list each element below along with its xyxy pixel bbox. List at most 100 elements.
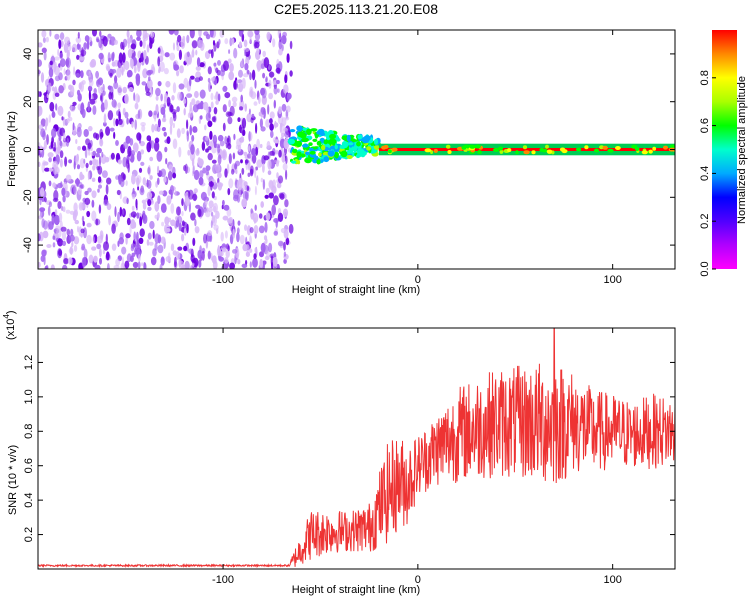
spectrogram-noise-cell: [98, 84, 101, 94]
spectrogram-cell: [322, 151, 329, 157]
spectrogram-noise-cell: [217, 93, 221, 102]
spectrogram-noise-cell: [269, 111, 275, 119]
spectrogram-noise-cell: [239, 234, 245, 245]
spectrogram-noise-cell: [141, 199, 147, 204]
spectrogram-noise-cell: [157, 118, 161, 128]
spectrogram-noise-cell: [122, 209, 125, 216]
spectrogram-noise-cell: [66, 58, 70, 66]
spectrogram-noise-cell: [59, 32, 65, 40]
spectrogram-noise-cell: [135, 244, 141, 251]
spectrogram-cell: [523, 150, 530, 155]
spectrogram-noise-cell: [227, 188, 231, 196]
spectrogram-noise-cell: [211, 211, 214, 217]
spectrogram-cell: [594, 148, 599, 153]
spectrogram-noise-cell: [191, 258, 196, 264]
spectrogram-noise-cell: [207, 146, 212, 151]
spectrogram-noise-cell: [142, 202, 147, 210]
spectrogram-noise-cell: [44, 197, 47, 203]
spectrogram-noise-cell: [215, 163, 221, 173]
spectrogram-noise-cell: [209, 30, 214, 38]
snr-frame: [37, 327, 676, 570]
spectrogram-noise-cell: [62, 264, 68, 269]
spectrogram-cell: [306, 128, 312, 135]
spectrogram-cell: [316, 140, 322, 146]
spectrogram-noise-cell: [284, 193, 287, 200]
spectrogram-noise-cell: [227, 58, 232, 64]
spectrogram-noise-cell: [106, 65, 111, 72]
spectrogram-noise-cell: [88, 149, 91, 156]
spectrogram-noise-cell: [46, 244, 52, 248]
spectrogram-noise-cell: [225, 142, 228, 149]
spectrogram-noise-cell: [197, 249, 203, 259]
spectrogram-noise-cell: [61, 187, 66, 197]
spectrogram-noise-cell: [286, 105, 291, 113]
snr-series-line: [38, 328, 675, 568]
spectrogram-noise-cell: [285, 169, 288, 180]
spectrogram-noise-cell: [191, 98, 196, 106]
spectrogram-noise-cell: [111, 53, 115, 62]
spectrogram-noise-cell: [120, 65, 124, 73]
spectrogram-noise-cell: [146, 44, 150, 53]
spectrogram-noise-cell: [160, 168, 167, 178]
spectrogram-noise-cell: [173, 30, 179, 36]
spectrogram-cell: [346, 134, 351, 142]
spectrogram-noise-cell: [285, 155, 288, 165]
spectrogram-noise-cell: [38, 233, 41, 242]
spectrogram-cell: [346, 155, 353, 159]
spectrogram-noise-cell: [157, 177, 160, 185]
spectrogram-cell: [295, 140, 303, 147]
spectrogram-noise-cell: [236, 138, 242, 147]
spectrogram-noise-cell: [126, 154, 130, 165]
spectrogram-noise-cell: [238, 82, 244, 93]
spectrogram-noise-cell: [218, 38, 221, 45]
spectrogram-noise-cell: [71, 43, 78, 53]
spectrogram-noise-cell: [183, 245, 188, 252]
spectrogram-noise-cell: [177, 215, 183, 224]
spectrogram-noise-cell: [87, 85, 93, 92]
spectrogram-noise-cell: [199, 115, 203, 120]
spectrogram-noise-cell: [38, 70, 41, 75]
spectrogram-noise-cell: [139, 40, 143, 47]
spectrogram-noise-cell: [83, 129, 89, 137]
spectrogram-noise-cell: [260, 126, 266, 132]
spectrogram-noise-cell: [236, 79, 239, 84]
spectrogram-noise-cell: [107, 85, 112, 90]
spectrogram-noise-cell: [125, 135, 131, 144]
spectrogram-noise-cell: [142, 214, 148, 224]
spectrogram-noise-cell: [73, 236, 80, 245]
snr-y-tick-label: 1.2: [23, 355, 35, 370]
spectrogram-noise-cell: [126, 197, 129, 205]
spectrogram-noise-cell: [97, 176, 102, 183]
spectrogram-noise-cell: [104, 156, 110, 163]
spectrogram-cell: [522, 145, 528, 150]
spectrogram-noise-cell: [159, 61, 165, 73]
spectrogram-noise-cell: [237, 79, 243, 84]
spectrogram-noise-cell: [249, 72, 252, 81]
spectrogram-noise-cell: [224, 230, 228, 239]
spectrogram-noise-cell: [91, 177, 96, 182]
spectrogram-noise-cell: [199, 170, 204, 179]
spectrogram-noise-cell: [194, 127, 198, 133]
spectrogram-noise-cell: [181, 220, 185, 227]
spectrogram-noise-cell: [38, 142, 41, 147]
spectrogram-noise-cell: [254, 79, 257, 89]
spectrogram-noise-cell: [66, 69, 71, 81]
spectrogram-noise-cell: [207, 66, 212, 75]
spectrogram-cell: [615, 146, 621, 150]
spectrogram-cell: [354, 145, 358, 152]
spectrogram-cell: [361, 136, 370, 144]
spectrogram-cell: [388, 149, 392, 154]
spectrogram-noise-cell: [77, 146, 81, 151]
spectrogram-noise-cell: [170, 203, 175, 214]
spectrogram-noise-cell: [48, 114, 51, 123]
spectrogram-noise-cell: [102, 83, 105, 93]
spectrogram-noise-cell: [111, 243, 117, 251]
spectrogram-noise-cell: [48, 157, 52, 163]
spectrogram-noise-cell: [160, 236, 166, 244]
spectrogram-noise-cell: [212, 215, 216, 224]
spectrogram-noise-cell: [247, 30, 254, 38]
spectrogram-noise-cell: [210, 252, 213, 261]
spectrogram-noise-cell: [278, 106, 282, 115]
spectrogram-noise-cell: [250, 91, 257, 100]
snr-panel: -100 0 100 0.2 0.4 0.6 0.8 1.0 1.2 Height of st…: [2, 310, 676, 596]
